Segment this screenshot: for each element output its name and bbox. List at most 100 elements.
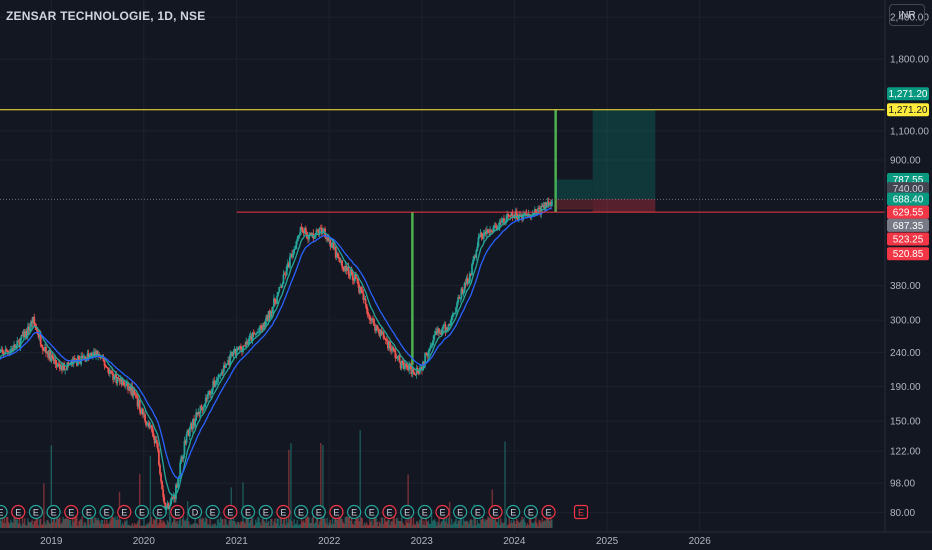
earnings-marker[interactable]: E [152, 504, 167, 520]
candle-body [489, 229, 492, 233]
volume-bar [46, 519, 48, 528]
candle-body [525, 213, 528, 216]
volume-bar [422, 524, 424, 528]
earnings-marker[interactable]: E [400, 504, 415, 520]
volume-bar [319, 521, 321, 528]
volume-bar [249, 520, 252, 528]
volume-bar [463, 520, 466, 528]
candle-body [340, 260, 342, 263]
volume-bar [20, 525, 23, 528]
candle-body [181, 456, 184, 460]
candle-body [25, 331, 28, 336]
earnings-marker[interactable]: E [46, 504, 61, 520]
earnings-marker[interactable]: E [11, 504, 26, 520]
volume-bar [23, 518, 26, 528]
candle-body [231, 352, 234, 356]
volume-bar [6, 516, 9, 528]
earnings-marker[interactable]: E [435, 504, 450, 520]
volume-bar [294, 524, 296, 528]
dividend-marker[interactable]: D [187, 504, 203, 520]
position-zones [0, 109, 885, 366]
earnings-marker[interactable]: E [364, 504, 379, 520]
candle-body [42, 350, 45, 352]
candle-body [441, 328, 444, 335]
candle-body [442, 325, 445, 329]
candle-body [517, 214, 520, 221]
candle-body [60, 365, 62, 369]
earnings-marker[interactable]: E [240, 504, 256, 520]
volume-bar [510, 520, 513, 528]
earnings-marker[interactable]: E [258, 504, 273, 520]
earnings-marker[interactable]: E [276, 504, 291, 520]
earnings-marker[interactable]: E [453, 504, 468, 520]
candle-body [516, 218, 519, 221]
earnings-marker[interactable]: E [81, 504, 97, 520]
candle-body [448, 324, 451, 326]
candle-body [177, 478, 179, 488]
candle-body [175, 484, 177, 499]
candle-body [95, 350, 97, 357]
earnings-marker[interactable]: E [347, 504, 362, 520]
future-earnings-marker[interactable]: E [573, 504, 589, 520]
volume-bar [382, 524, 385, 528]
volume-bar [397, 520, 400, 528]
candle-body [509, 215, 512, 217]
earnings-marker[interactable]: E [28, 504, 44, 520]
earnings-marker[interactable]: E [205, 504, 220, 520]
price-axis: 2,400.00 1,800.00 1,100.00 900.00 380.00 300.… [890, 13, 929, 519]
candle-body [503, 218, 505, 223]
currency-button[interactable]: INR [889, 4, 925, 26]
candle-body [0, 349, 3, 353]
earnings-marker[interactable]: E [382, 504, 397, 520]
volume-bar [35, 518, 38, 528]
volume-bar [278, 525, 280, 528]
earnings-marker[interactable]: E [0, 504, 8, 520]
candle-body [18, 340, 21, 348]
candle-body [253, 333, 256, 335]
earnings-marker[interactable]: E [417, 504, 432, 520]
earnings-marker[interactable]: E [64, 504, 79, 520]
earnings-marker[interactable]: E [99, 504, 114, 520]
earnings-marker[interactable]: E [506, 504, 521, 520]
svg-text:688.40: 688.40 [893, 195, 924, 206]
candle-body [87, 353, 90, 358]
volume-bar [218, 522, 221, 528]
candle-body [248, 336, 251, 342]
candle-body [86, 353, 89, 361]
volume-bar [29, 522, 31, 528]
volume-bar [120, 525, 123, 528]
candle-body [490, 229, 493, 231]
earnings-marker[interactable]: E [293, 504, 309, 520]
volume-bar [392, 518, 394, 528]
candle-body [230, 352, 233, 355]
candle-body [310, 233, 313, 237]
volume-bar [500, 518, 502, 528]
earnings-marker[interactable]: E [329, 504, 344, 520]
volume-bar [273, 521, 275, 528]
volume-bar [357, 516, 359, 528]
earnings-marker[interactable]: E [311, 504, 326, 520]
candle-body [309, 233, 312, 235]
earnings-marker[interactable]: E [134, 504, 150, 520]
volume-bar [378, 521, 381, 528]
volume-bar [81, 516, 83, 528]
candle-body [507, 214, 510, 216]
volume-bar [536, 522, 538, 528]
volume-bar [248, 522, 251, 528]
volume-bar [544, 520, 547, 528]
earnings-marker[interactable]: E [170, 504, 185, 520]
candle-body [221, 371, 224, 373]
volume-bar [14, 516, 16, 528]
earnings-marker[interactable]: E [523, 504, 538, 520]
volume-bar [493, 519, 496, 528]
volume-bar [525, 525, 528, 528]
candle-body [28, 326, 30, 331]
earnings-marker[interactable]: E [117, 504, 132, 520]
volume-bar [132, 525, 135, 528]
volume-bar [191, 525, 193, 528]
earnings-marker[interactable]: E [223, 504, 238, 520]
earnings-marker[interactable]: E [470, 504, 485, 520]
earnings-marker[interactable]: E [541, 504, 556, 520]
earnings-marker[interactable]: E [488, 504, 503, 520]
